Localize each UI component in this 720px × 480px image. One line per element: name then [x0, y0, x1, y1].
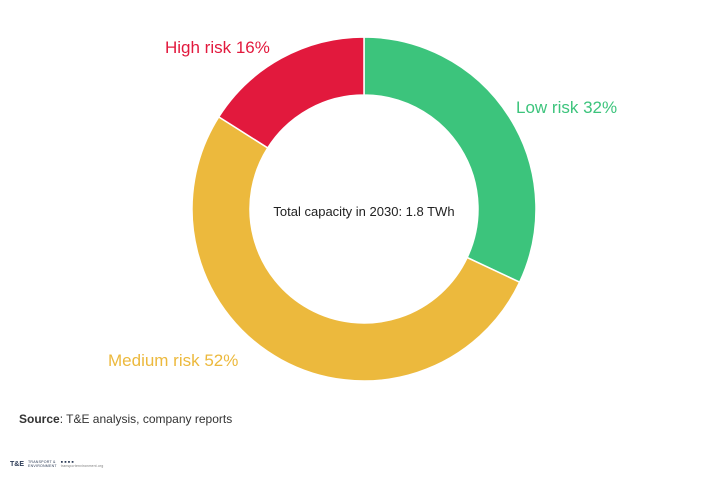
label-low-risk: Low risk 32%: [516, 98, 617, 117]
center-label: Total capacity in 2030: 1.8 TWh: [273, 204, 454, 219]
logo-line-1: TRANSPORT &: [28, 460, 56, 464]
social-icons: ■ ■ ■ ■: [60, 460, 74, 465]
label-high-risk: High risk 16%: [165, 38, 270, 57]
source-note: Source: T&E analysis, company reports: [19, 412, 232, 426]
slice-high-risk: [217, 36, 365, 149]
slice-medium-risk: [191, 115, 521, 382]
donut-slices: [191, 36, 537, 382]
footer-url: transportenvironment.org: [60, 463, 104, 468]
logo-mark: T&E: [10, 461, 24, 469]
label-medium-risk: Medium risk 52%: [108, 351, 238, 370]
slice-low-risk: [363, 36, 537, 284]
donut-chart: Low risk 32% Medium risk 52% High risk 16%…: [108, 36, 617, 382]
source-prefix: Source: [19, 412, 60, 426]
logo-text: TRANSPORT & ENVIRONMENT: [28, 460, 57, 468]
slice-labels: Low risk 32% Medium risk 52% High risk 16%: [108, 38, 617, 370]
source-text: : T&E analysis, company reports: [59, 412, 233, 426]
logo-line-2: ENVIRONMENT: [28, 463, 57, 468]
footer-logo: T&E TRANSPORT & ENVIRONMENT ■ ■ ■ ■ tran…: [10, 460, 104, 469]
logo-meta: ■ ■ ■ ■ transportenvironment.org: [60, 460, 104, 468]
